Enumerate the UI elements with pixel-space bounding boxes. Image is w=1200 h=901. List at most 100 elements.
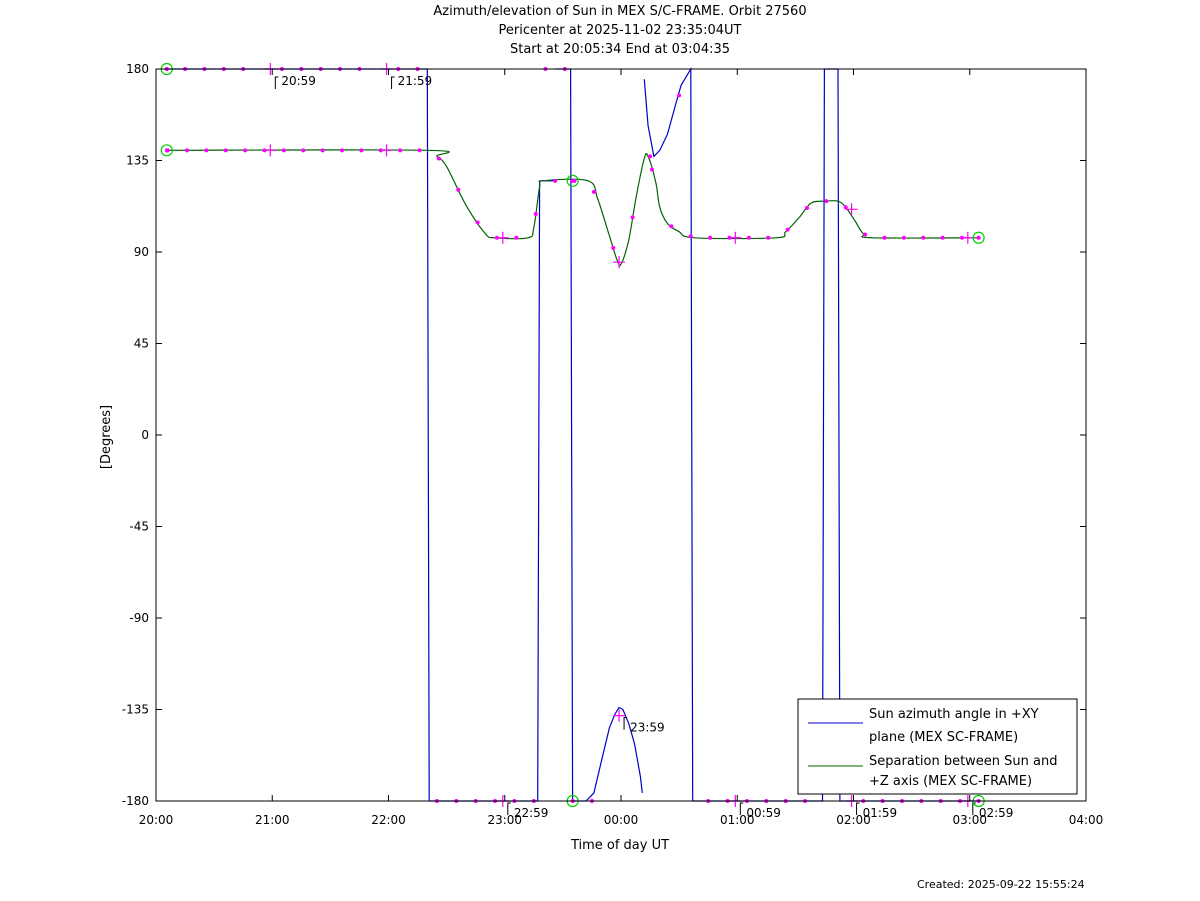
separation-marker-dot bbox=[785, 227, 790, 232]
x-tick-label: 04:00 bbox=[1069, 813, 1104, 827]
hour-marker-tick bbox=[856, 802, 860, 815]
separation-marker-dot bbox=[766, 235, 771, 240]
separation-marker-dot bbox=[611, 245, 616, 250]
separation-marker-dot bbox=[223, 148, 228, 153]
separation-marker-dot bbox=[281, 148, 286, 153]
separation-hour-cross bbox=[961, 231, 974, 244]
separation-hour-cross bbox=[845, 203, 858, 216]
endpoint-center-dot bbox=[570, 178, 575, 183]
hour-marker-label: 23:59 bbox=[630, 721, 665, 735]
x-tick-label: 21:00 bbox=[255, 813, 290, 827]
azimuth-series-line bbox=[643, 66, 979, 802]
separation-marker-dot bbox=[301, 148, 306, 153]
separation-marker-dot bbox=[456, 187, 461, 192]
y-axis-label: [Degrees] bbox=[99, 405, 114, 469]
x-tick-label: 01:00 bbox=[720, 813, 755, 827]
hour-marker-label: 02:59 bbox=[979, 806, 1014, 820]
separation-hour-cross bbox=[264, 144, 277, 157]
x-tick-label: 23:00 bbox=[487, 813, 522, 827]
created-timestamp: Created: 2025-09-22 15:55:24 bbox=[917, 878, 1085, 891]
hour-marker-label: 20:59 bbox=[281, 74, 316, 88]
legend-label-azimuth-line1: Sun azimuth angle in +XY bbox=[869, 707, 1039, 722]
plot-frame bbox=[155, 68, 1087, 802]
separation-marker-dot bbox=[882, 235, 887, 240]
separation-marker-dot bbox=[708, 235, 713, 240]
pericenter-subtitle: Pericenter at 2025-11-02 23:35:04UT bbox=[498, 23, 742, 38]
separation-marker-dot bbox=[417, 148, 422, 153]
x-tick-label: 02:00 bbox=[836, 813, 871, 827]
hour-marker-tick bbox=[507, 802, 511, 815]
separation-marker-dot bbox=[553, 178, 558, 183]
hour-marker-label: 22:59 bbox=[514, 806, 549, 820]
separation-hour-cross bbox=[613, 256, 626, 269]
separation-hour-cross bbox=[380, 144, 393, 157]
azimuth-series-line bbox=[166, 68, 541, 802]
legend-label-separation-line2: +Z axis (MEX SC-FRAME) bbox=[869, 774, 1032, 789]
separation-marker-dot bbox=[475, 220, 480, 225]
hour-marker-label: 00:59 bbox=[746, 806, 781, 820]
hour-marker-label: 21:59 bbox=[398, 74, 433, 88]
hour-marker-tick bbox=[623, 717, 628, 730]
y-tick-label: 90 bbox=[134, 245, 149, 259]
separation-marker-dot bbox=[359, 148, 364, 153]
endpoint-circle-marker bbox=[160, 144, 173, 157]
endpoint-center-dot bbox=[164, 148, 169, 153]
separation-marker-dot bbox=[630, 215, 635, 220]
separation-marker-dot bbox=[533, 212, 538, 217]
hour-marker-label: 01:59 bbox=[863, 806, 898, 820]
hour-marker-tick bbox=[972, 802, 976, 815]
azimuth-marker-dot bbox=[648, 154, 653, 159]
y-tick-label: 45 bbox=[134, 337, 149, 351]
separation-marker-dot bbox=[436, 156, 441, 161]
azimuth-marker-dot bbox=[677, 93, 682, 98]
separation-marker-dot bbox=[688, 234, 693, 239]
separation-marker-dot bbox=[746, 235, 751, 240]
separation-marker-dot bbox=[204, 148, 209, 153]
separation-marker-dot bbox=[591, 189, 596, 194]
axes: 20:00 21:00 22:00 23:00 00:00 01:00 02:00 03:00… bbox=[122, 62, 1104, 827]
separation-marker-dot bbox=[843, 205, 848, 210]
separation-series-line bbox=[166, 149, 979, 267]
y-tick-label: 0 bbox=[141, 428, 149, 442]
separation-hour-cross bbox=[729, 231, 742, 244]
start-end-subtitle: Start at 20:05:34 End at 03:04:35 bbox=[509, 42, 731, 57]
chart-title: Azimuth/elevation of Sun in MEX S/C-FRAM… bbox=[433, 4, 807, 19]
separation-marker-dot bbox=[514, 235, 519, 240]
separation-marker-dot bbox=[669, 224, 674, 229]
hour-marker-cross bbox=[613, 709, 626, 722]
y-tick-label: -90 bbox=[129, 611, 149, 625]
x-tick-label: 00:00 bbox=[604, 813, 639, 827]
separation-marker-dot bbox=[243, 148, 248, 153]
separation-marker-dot bbox=[824, 199, 829, 204]
separation-marker-dot bbox=[921, 235, 926, 240]
legend: Sun azimuth angle in +XY plane (MEX SC-F… bbox=[797, 698, 1078, 795]
legend-label-separation-line1: Separation between Sun and bbox=[869, 754, 1057, 769]
x-tick-label: 03:00 bbox=[952, 813, 987, 827]
y-tick-label: -180 bbox=[122, 794, 149, 808]
separation-marker-dot bbox=[901, 235, 906, 240]
separation-marker-dot bbox=[320, 148, 325, 153]
hour-marker-tick bbox=[391, 76, 395, 89]
x-axis-label: Time of day UT bbox=[570, 838, 669, 853]
hour-marker-tick bbox=[739, 802, 744, 815]
legend-label-azimuth-line2: plane (MEX SC-FRAME) bbox=[869, 730, 1018, 745]
separation-marker-dot bbox=[805, 205, 809, 210]
hour-marker-tick bbox=[274, 76, 279, 89]
x-tick-label: 20:00 bbox=[139, 813, 174, 827]
separation-marker-dot bbox=[863, 232, 868, 237]
y-tick-label: -45 bbox=[129, 520, 149, 534]
plot-lines bbox=[166, 66, 979, 802]
separation-marker-dot bbox=[650, 167, 654, 172]
endpoint-circle-marker bbox=[566, 174, 579, 187]
endpoint-center-dot bbox=[976, 235, 981, 240]
y-tick-label: 180 bbox=[126, 62, 149, 76]
separation-hour-cross bbox=[496, 231, 509, 244]
separation-marker-dot bbox=[185, 148, 189, 153]
x-tick-label: 22:00 bbox=[371, 813, 406, 827]
endpoint-circle-marker bbox=[972, 231, 985, 244]
y-tick-label: -135 bbox=[122, 703, 149, 717]
separation-marker-dot bbox=[340, 148, 344, 153]
legend-box bbox=[797, 698, 1078, 795]
separation-marker-dot bbox=[940, 235, 945, 240]
